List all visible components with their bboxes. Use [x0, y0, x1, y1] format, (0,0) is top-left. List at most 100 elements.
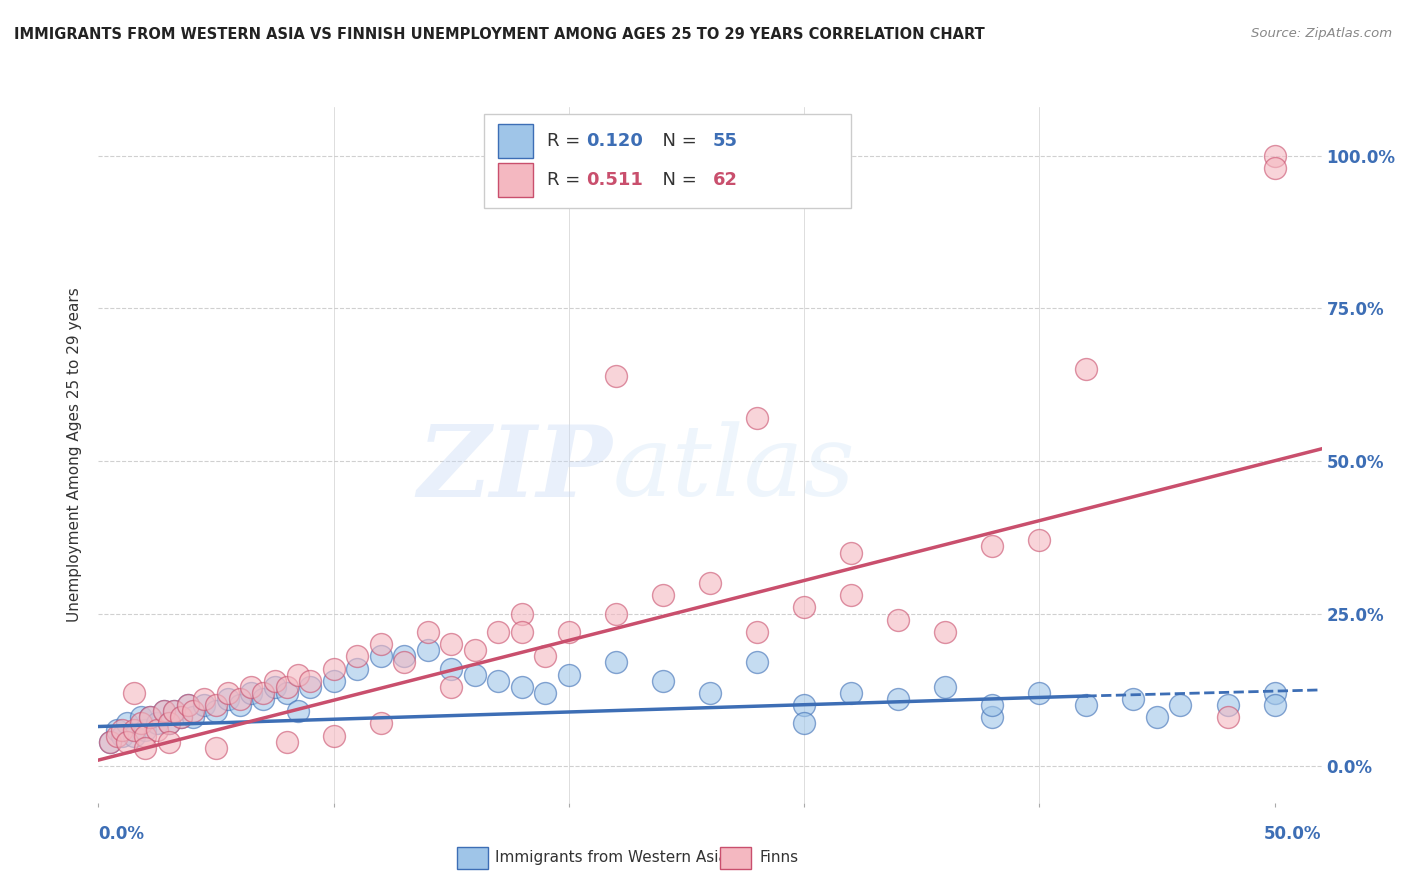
Text: 0.120: 0.120	[586, 132, 644, 150]
Point	[346, 649, 368, 664]
Point	[240, 680, 263, 694]
Text: Immigrants from Western Asia: Immigrants from Western Asia	[495, 850, 728, 864]
Point	[287, 667, 309, 681]
Point	[652, 673, 675, 688]
Text: IMMIGRANTS FROM WESTERN ASIA VS FINNISH UNEMPLOYMENT AMONG AGES 25 TO 29 YEARS C: IMMIGRANTS FROM WESTERN ASIA VS FINNISH …	[14, 27, 984, 42]
Point	[370, 637, 392, 651]
Text: Source: ZipAtlas.com: Source: ZipAtlas.com	[1251, 27, 1392, 40]
Text: R =: R =	[547, 132, 586, 150]
Point	[464, 643, 486, 657]
Point	[605, 607, 627, 621]
Point	[745, 411, 768, 425]
Point	[153, 704, 176, 718]
Point	[981, 698, 1004, 713]
Point	[1264, 698, 1286, 713]
Point	[177, 698, 200, 713]
Point	[157, 735, 180, 749]
Point	[652, 588, 675, 602]
Point	[205, 740, 228, 755]
Point	[839, 545, 862, 559]
Bar	[498, 124, 533, 158]
Point	[263, 673, 285, 688]
Point	[745, 656, 768, 670]
Point	[1146, 710, 1168, 724]
Text: N =: N =	[651, 132, 703, 150]
Point	[416, 624, 439, 639]
Point	[510, 624, 533, 639]
Point	[276, 686, 298, 700]
Point	[177, 698, 200, 713]
Point	[276, 680, 298, 694]
Point	[839, 686, 862, 700]
Point	[322, 661, 344, 675]
Point	[181, 704, 204, 718]
Point	[558, 624, 581, 639]
Text: Finns: Finns	[759, 850, 799, 864]
Point	[170, 710, 193, 724]
Point	[1216, 698, 1239, 713]
Point	[510, 607, 533, 621]
Point	[139, 710, 162, 724]
Point	[699, 686, 721, 700]
Point	[1216, 710, 1239, 724]
Point	[392, 656, 416, 670]
Point	[370, 649, 392, 664]
Point	[887, 613, 910, 627]
Point	[510, 680, 533, 694]
Point	[105, 729, 128, 743]
Bar	[498, 163, 533, 197]
Point	[299, 673, 322, 688]
Point	[122, 723, 145, 737]
Point	[217, 686, 239, 700]
Point	[1264, 149, 1286, 163]
Point	[699, 576, 721, 591]
Point	[1028, 533, 1050, 548]
Point	[346, 661, 368, 675]
Point	[839, 588, 862, 602]
Point	[228, 692, 250, 706]
Point	[170, 710, 193, 724]
Point	[1122, 692, 1144, 706]
Point	[163, 704, 186, 718]
Point	[263, 680, 285, 694]
Point	[534, 686, 557, 700]
Point	[440, 680, 463, 694]
Point	[122, 686, 145, 700]
Point	[252, 692, 274, 706]
Text: atlas: atlas	[612, 421, 855, 516]
Point	[793, 600, 815, 615]
Point	[370, 716, 392, 731]
Y-axis label: Unemployment Among Ages 25 to 29 years: Unemployment Among Ages 25 to 29 years	[67, 287, 83, 623]
Point	[322, 729, 344, 743]
Point	[146, 723, 169, 737]
Point	[217, 692, 239, 706]
Point	[129, 716, 152, 731]
Point	[122, 729, 145, 743]
Point	[163, 704, 186, 718]
Point	[486, 624, 509, 639]
Point	[1264, 161, 1286, 175]
Point	[299, 680, 322, 694]
Point	[134, 740, 156, 755]
Point	[440, 637, 463, 651]
Point	[605, 656, 627, 670]
Point	[240, 686, 263, 700]
Point	[793, 698, 815, 713]
Text: R =: R =	[547, 171, 586, 189]
Text: 62: 62	[713, 171, 738, 189]
Point	[486, 673, 509, 688]
Point	[134, 723, 156, 737]
Point	[105, 723, 128, 737]
Point	[1264, 686, 1286, 700]
FancyBboxPatch shape	[484, 114, 851, 208]
Point	[934, 624, 956, 639]
Point	[981, 540, 1004, 554]
Point	[228, 698, 250, 713]
Point	[111, 723, 134, 737]
Text: N =: N =	[651, 171, 703, 189]
Point	[157, 716, 180, 731]
Point	[181, 710, 204, 724]
Point	[98, 735, 121, 749]
Point	[98, 735, 121, 749]
Point	[934, 680, 956, 694]
